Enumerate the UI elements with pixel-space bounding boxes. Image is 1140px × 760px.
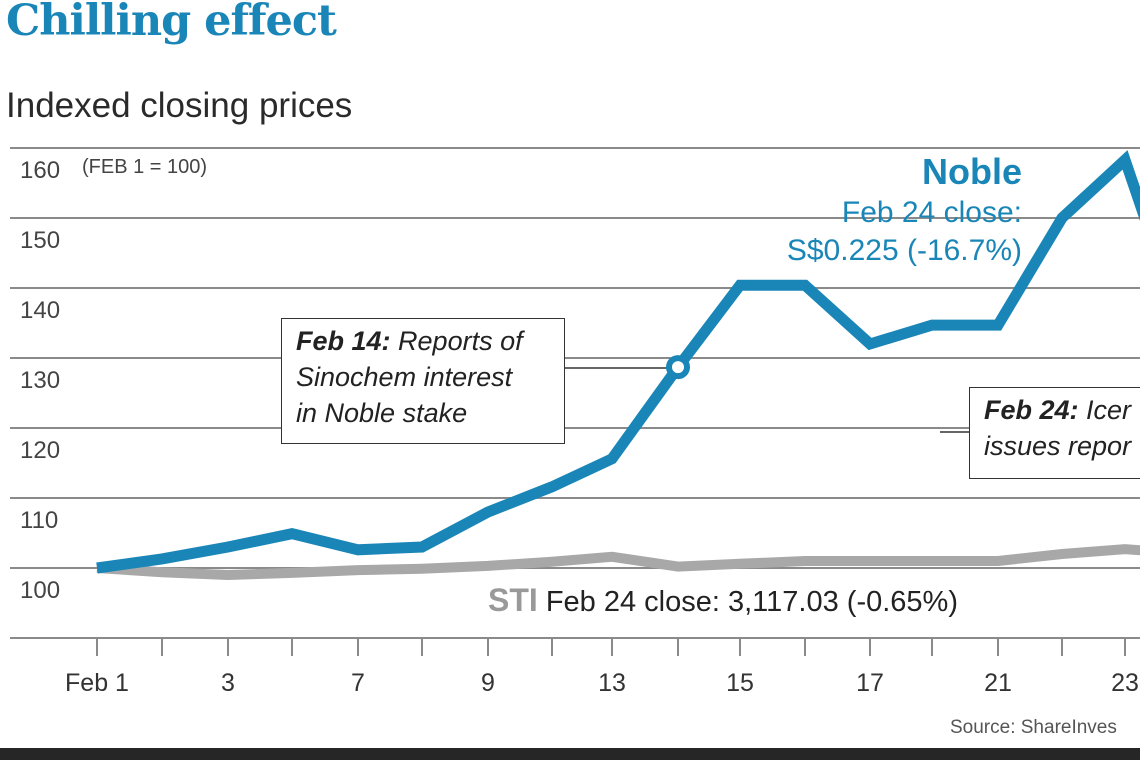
chart-subtitle: Indexed closing prices	[6, 86, 353, 125]
x-tick-label: 15	[726, 669, 754, 697]
noble-label: Noble Feb 24 close: S$0.225 (-16.7%)	[787, 150, 1022, 270]
annotation-text: Sinochem interest	[296, 362, 513, 392]
y-axis-ticks: 100 110 120 130 140 150 160	[20, 157, 60, 604]
noble-close-value: S$0.225 (-16.7%)	[786, 234, 1022, 267]
annotation-text: issues repor	[984, 431, 1132, 461]
y-tick-label: 120	[20, 437, 60, 464]
y-tick-label: 140	[20, 297, 60, 324]
x-tick-label: 13	[598, 669, 626, 697]
y-tick-label: 150	[20, 227, 60, 254]
annotation-feb24: Feb 24: Icer issues repor	[969, 387, 1140, 479]
x-tick-label: Feb 1	[65, 669, 129, 697]
y-tick-label: 130	[20, 367, 60, 394]
y-tick-label: 160	[20, 157, 60, 184]
annotation-text: Icer	[1078, 395, 1132, 425]
noble-series-name: Noble	[921, 151, 1022, 192]
x-axis: Feb 1 3 7 9 13 15 17 21 23	[10, 637, 1140, 697]
x-tick-label: 7	[351, 669, 365, 697]
series-line-sti	[96, 544, 1140, 581]
source-note: Source: ShareInves	[950, 717, 1117, 738]
gridlines	[10, 147, 1140, 569]
x-tick-label: 17	[856, 669, 884, 697]
chart-title: Chilling effect	[6, 0, 337, 46]
event-marker	[666, 355, 690, 380]
sti-close-value: Feb 24 close: 3,117.03 (-0.65%)	[537, 586, 958, 618]
annotation-feb14: Feb 14: Reports of Sinochem interest in …	[281, 318, 565, 444]
annotation-text: in Noble stake	[296, 398, 468, 428]
series-group	[96, 150, 1140, 581]
sti-series-name: STI	[488, 582, 538, 618]
x-tick-label: 23	[1111, 669, 1139, 697]
x-tick-label: 21	[984, 669, 1012, 697]
series-line-noble	[96, 150, 1140, 574]
annotation-date: Feb 24:	[984, 395, 1079, 425]
annotation-date: Feb 14:	[296, 326, 391, 356]
noble-close-label: Feb 24 close:	[841, 196, 1022, 229]
base-note: (FEB 1 = 100)	[82, 156, 208, 178]
x-tick-label: 9	[481, 669, 495, 697]
y-tick-label: 110	[20, 507, 58, 534]
bottom-bar	[0, 748, 1140, 760]
annotation-text: Reports of	[390, 326, 523, 356]
x-tick-label: 3	[221, 669, 235, 697]
sti-label: STI Feb 24 close: 3,117.03 (-0.65%)	[488, 582, 958, 619]
y-tick-label: 100	[20, 577, 60, 604]
